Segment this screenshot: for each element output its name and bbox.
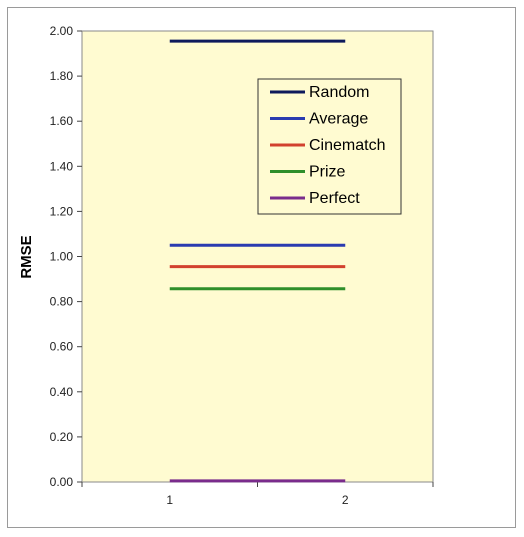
y-tick-label: 2.00 [50,24,74,38]
y-tick-label: 1.60 [50,114,74,128]
y-tick-label: 1.40 [50,159,74,173]
legend-label: Random [309,84,369,101]
legend-label: Cinematch [309,137,385,154]
x-tick-label: 2 [342,493,349,507]
y-tick-label: 0.80 [50,295,74,309]
legend: Random Average Cinematch Prize Perfect [257,78,402,215]
y-axis-label: RMSE [18,235,35,278]
x-tick-label: 1 [166,493,173,507]
y-tick-label: 1.00 [50,250,74,264]
y-tick-label: 0.00 [50,475,74,489]
legend-label: Prize [309,164,346,181]
y-tick-label: 0.60 [50,340,74,354]
legend-label: Average [309,111,368,128]
legend-label: Perfect [309,190,360,207]
y-tick-label: 0.40 [50,385,74,399]
series-lines [169,39,346,483]
y-tick-label: 1.20 [50,204,74,218]
y-tick-label: 0.20 [50,430,74,444]
y-axis: 0.00 0.20 0.40 0.60 0.80 1.00 1.20 1.40 1.60 1.80… [50,24,82,489]
y-tick-label: 1.80 [50,69,74,83]
